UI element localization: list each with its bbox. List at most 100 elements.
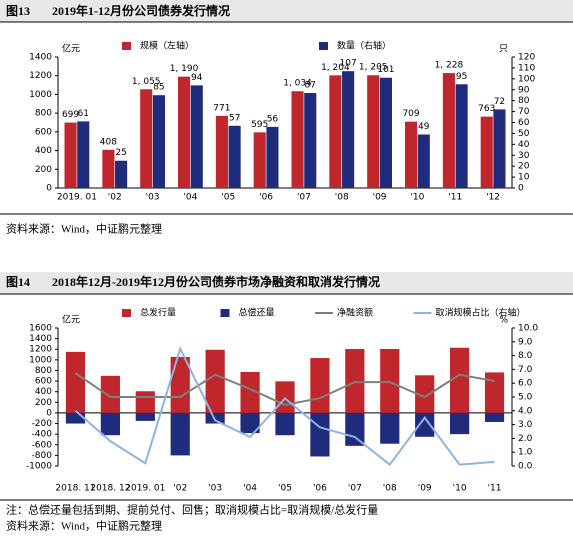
value-label: 1, 204 <box>321 63 350 73</box>
x-tick-label: 2019. 01 <box>125 484 165 494</box>
y-tick-label: -600 <box>32 440 53 450</box>
bar <box>484 412 505 422</box>
bar <box>178 76 191 188</box>
figure-label: 图14 <box>6 275 30 289</box>
bar <box>100 412 120 436</box>
legend-swatch <box>220 309 230 317</box>
y2-tick-label: 70 <box>518 107 530 117</box>
y2-tick-label: 90 <box>518 85 530 95</box>
y-tick-label: 1000 <box>29 355 52 365</box>
y-tick-label: 1600 <box>29 324 52 334</box>
y2-tick-label: 80 <box>518 96 530 106</box>
y-tick-label: -400 <box>32 430 53 440</box>
y2-tick-label: 20 <box>518 162 530 172</box>
y2-tick-label: 0.0 <box>518 462 533 472</box>
bar <box>310 412 330 457</box>
y2-tick-label: 120 <box>518 53 535 63</box>
y-tick-label: 600 <box>35 377 52 387</box>
value-label: 1, 055 <box>132 77 161 87</box>
y-tick-label: 1400 <box>29 334 52 344</box>
x-tick-label: '10 <box>453 484 467 494</box>
x-tick-label: '06 <box>313 484 327 494</box>
bar <box>102 149 115 188</box>
bar <box>170 356 190 413</box>
y2-tick-label: 2.0 <box>518 434 533 444</box>
bar <box>170 412 190 456</box>
bar <box>152 95 165 188</box>
value-label: 101 <box>377 65 394 75</box>
value-label: 1, 228 <box>435 61 464 71</box>
value-label: 85 <box>153 83 164 93</box>
chart-title: 2019年1-12月份公司债券发行情况 <box>52 3 230 18</box>
legend-label: 总发行量 <box>140 307 176 319</box>
x-tick-label: '10 <box>410 193 424 203</box>
y2-tick-label: 10 <box>518 173 530 183</box>
bar <box>379 77 392 188</box>
bar <box>304 93 317 188</box>
x-tick-label: 2018. 11 <box>55 484 95 494</box>
x-tick-label: '04 <box>183 193 197 203</box>
bar <box>442 73 455 188</box>
y-tick-label: 600 <box>35 127 52 137</box>
x-tick-label: '07 <box>297 193 311 203</box>
value-label: 94 <box>191 73 203 83</box>
x-tick-label: '07 <box>348 484 362 494</box>
x-tick-label: '06 <box>259 193 273 203</box>
x-tick-label: '02 <box>173 484 187 494</box>
value-label: 49 <box>418 122 430 132</box>
title-bar <box>0 272 573 294</box>
y-tick-label: 1200 <box>29 71 52 81</box>
bar <box>115 160 128 188</box>
x-tick-label: '11 <box>448 193 462 203</box>
y2-tick-label: 7.0 <box>518 365 533 375</box>
bar <box>228 125 241 188</box>
y2-tick-label: 8.0 <box>518 351 533 361</box>
x-tick-label: '12 <box>486 193 500 203</box>
bar <box>345 349 365 413</box>
bar <box>240 372 260 413</box>
bar <box>417 134 430 188</box>
bar <box>342 71 355 188</box>
bar <box>65 412 86 424</box>
x-tick-label: '05 <box>278 484 292 494</box>
value-label: 61 <box>78 109 89 119</box>
y2-tick-label: 1.0 <box>518 448 533 458</box>
value-label: 95 <box>456 72 467 82</box>
legend-swatch <box>319 42 328 50</box>
y2-tick-label: 4.0 <box>518 406 533 416</box>
source: 资料来源：Wind，中证鹏元整理 <box>6 519 162 533</box>
y2-axis-label: % <box>499 316 508 326</box>
x-tick-label: '09 <box>418 484 432 494</box>
value-label: 87 <box>305 81 316 91</box>
bar <box>367 75 380 188</box>
figure-label: 图13 <box>6 4 30 18</box>
x-tick-label: '04 <box>243 484 257 494</box>
bar <box>455 84 468 188</box>
value-label: 763 <box>478 104 495 114</box>
bar <box>77 121 90 188</box>
bar <box>205 349 225 413</box>
x-tick-label: '03 <box>146 193 160 203</box>
bar <box>215 115 228 188</box>
y2-tick-label: 5.0 <box>518 393 533 403</box>
value-label: 1, 205 <box>359 63 388 73</box>
bar <box>310 358 330 413</box>
x-tick-label: '03 <box>208 484 222 494</box>
note: 注：总偿还量包括到期、提前兑付、回售；取消规模占比=取消规模/总发行量 <box>6 503 378 517</box>
line <box>74 372 495 407</box>
legend-label: 数量（右轴） <box>337 40 391 52</box>
y2-tick-label: 100 <box>518 74 535 84</box>
bar <box>190 85 203 188</box>
value-label: 771 <box>213 103 230 113</box>
x-tick-label: '09 <box>373 193 387 203</box>
bar <box>493 109 506 188</box>
value-label: 595 <box>251 120 268 130</box>
bar <box>253 132 266 188</box>
value-label: 408 <box>100 137 117 147</box>
bar <box>291 91 304 188</box>
bar <box>64 122 77 188</box>
bar <box>329 75 342 188</box>
bar <box>275 412 295 436</box>
y-tick-label: -800 <box>32 451 53 461</box>
bar <box>380 412 400 444</box>
